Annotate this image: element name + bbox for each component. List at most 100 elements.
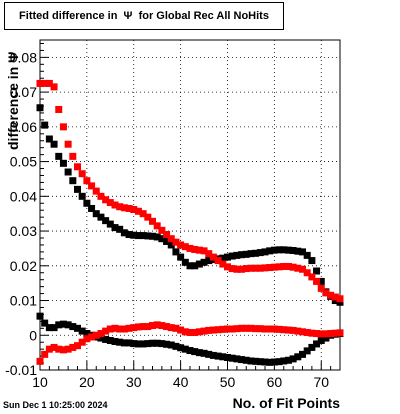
data-point-series-3 bbox=[261, 325, 269, 333]
data-point-series-0 bbox=[167, 241, 175, 249]
data-point-series-1 bbox=[144, 213, 152, 221]
data-point-series-1 bbox=[92, 187, 100, 195]
data-point-series-2 bbox=[214, 352, 222, 360]
y-tick-label: 0.04 bbox=[10, 188, 37, 204]
data-point-series-2 bbox=[139, 340, 147, 348]
data-point-series-0 bbox=[266, 247, 274, 255]
data-point-series-3 bbox=[130, 324, 138, 332]
data-point-series-3 bbox=[120, 325, 128, 333]
data-point-series-2 bbox=[238, 356, 246, 364]
data-point-series-3 bbox=[289, 326, 297, 334]
data-point-series-2 bbox=[224, 353, 231, 361]
data-point-series-3 bbox=[214, 326, 222, 334]
data-point-series-1 bbox=[219, 260, 227, 268]
data-point-series-1 bbox=[280, 262, 288, 270]
data-point-series-1 bbox=[45, 79, 53, 87]
data-point-series-0 bbox=[83, 199, 91, 207]
data-point-series-1 bbox=[238, 265, 246, 273]
data-point-series-2 bbox=[116, 338, 124, 346]
data-point-series-2 bbox=[106, 336, 114, 344]
data-point-series-1 bbox=[284, 262, 292, 270]
data-point-series-2 bbox=[308, 343, 316, 351]
data-point-series-1 bbox=[64, 140, 72, 148]
data-point-series-2 bbox=[83, 330, 91, 338]
data-point-series-2 bbox=[299, 350, 306, 358]
data-point-series-2 bbox=[158, 340, 166, 348]
data-point-series-0 bbox=[181, 258, 189, 266]
data-point-series-2 bbox=[97, 334, 105, 342]
data-point-series-1 bbox=[102, 196, 110, 204]
data-point-series-2 bbox=[41, 319, 49, 327]
data-point-series-1 bbox=[191, 245, 199, 253]
data-point-series-1 bbox=[186, 244, 194, 252]
data-point-series-2 bbox=[209, 351, 217, 359]
data-point-series-2 bbox=[270, 358, 278, 366]
data-point-series-3 bbox=[153, 321, 161, 329]
data-point-series-3 bbox=[336, 329, 344, 337]
x-tick-label: 50 bbox=[220, 374, 236, 390]
data-point-series-0 bbox=[116, 225, 124, 233]
data-point-series-3 bbox=[219, 325, 227, 333]
data-point-series-3 bbox=[88, 333, 96, 341]
data-point-series-0 bbox=[130, 231, 138, 239]
data-point-series-3 bbox=[55, 345, 63, 353]
data-point-series-3 bbox=[149, 322, 156, 330]
data-point-series-0 bbox=[280, 246, 288, 254]
data-point-series-2 bbox=[36, 312, 44, 320]
data-point-series-1 bbox=[200, 247, 208, 255]
data-point-series-0 bbox=[134, 232, 142, 240]
x-tick-label: 60 bbox=[267, 374, 283, 390]
data-point-series-1 bbox=[303, 269, 311, 277]
data-point-series-2 bbox=[177, 344, 185, 352]
data-point-series-3 bbox=[177, 326, 185, 334]
data-point-series-0 bbox=[275, 246, 283, 254]
data-point-series-3 bbox=[242, 324, 250, 332]
data-point-series-1 bbox=[228, 265, 236, 273]
data-point-series-0 bbox=[252, 249, 260, 257]
data-point-series-3 bbox=[200, 327, 208, 335]
data-point-series-2 bbox=[64, 321, 72, 329]
y-tick-label: 0.01 bbox=[10, 293, 37, 309]
data-point-series-0 bbox=[36, 104, 44, 112]
x-tick-label: 70 bbox=[313, 374, 329, 390]
data-point-series-2 bbox=[163, 340, 171, 348]
data-point-series-2 bbox=[205, 350, 213, 358]
data-point-series-2 bbox=[313, 340, 321, 348]
data-point-series-1 bbox=[214, 257, 222, 265]
y-tick-label: 0.02 bbox=[10, 258, 37, 274]
data-point-series-0 bbox=[303, 251, 311, 259]
data-point-series-0 bbox=[172, 248, 180, 256]
data-point-series-0 bbox=[45, 135, 53, 143]
data-point-series-2 bbox=[280, 357, 288, 365]
data-point-series-3 bbox=[144, 323, 152, 331]
data-point-series-2 bbox=[256, 358, 264, 366]
data-point-series-3 bbox=[59, 346, 67, 354]
data-point-series-2 bbox=[144, 340, 152, 348]
data-point-series-2 bbox=[186, 347, 194, 355]
data-point-series-0 bbox=[317, 277, 325, 285]
data-point-series-1 bbox=[181, 243, 189, 251]
data-point-series-3 bbox=[69, 343, 77, 351]
data-point-series-0 bbox=[144, 232, 152, 240]
y-tick-label: 0.08 bbox=[10, 49, 37, 65]
data-point-series-3 bbox=[163, 323, 171, 331]
data-point-series-1 bbox=[134, 207, 142, 215]
data-point-series-3 bbox=[266, 325, 274, 333]
data-point-series-1 bbox=[308, 273, 316, 281]
data-point-series-0 bbox=[50, 140, 58, 148]
data-point-series-3 bbox=[172, 324, 180, 332]
data-point-series-1 bbox=[120, 204, 128, 212]
data-point-series-3 bbox=[209, 326, 217, 334]
data-point-series-2 bbox=[74, 324, 81, 332]
x-tick-label: 10 bbox=[32, 374, 48, 390]
data-point-series-0 bbox=[120, 229, 128, 237]
data-point-series-1 bbox=[153, 222, 161, 230]
data-point-series-3 bbox=[270, 325, 278, 333]
data-point-series-1 bbox=[83, 177, 91, 185]
data-point-series-0 bbox=[163, 237, 171, 245]
x-tick-label: 30 bbox=[126, 374, 142, 390]
data-point-series-3 bbox=[78, 338, 86, 346]
data-point-series-0 bbox=[153, 233, 161, 241]
data-point-series-0 bbox=[186, 262, 194, 270]
y-tick-label: 0.07 bbox=[10, 84, 37, 100]
